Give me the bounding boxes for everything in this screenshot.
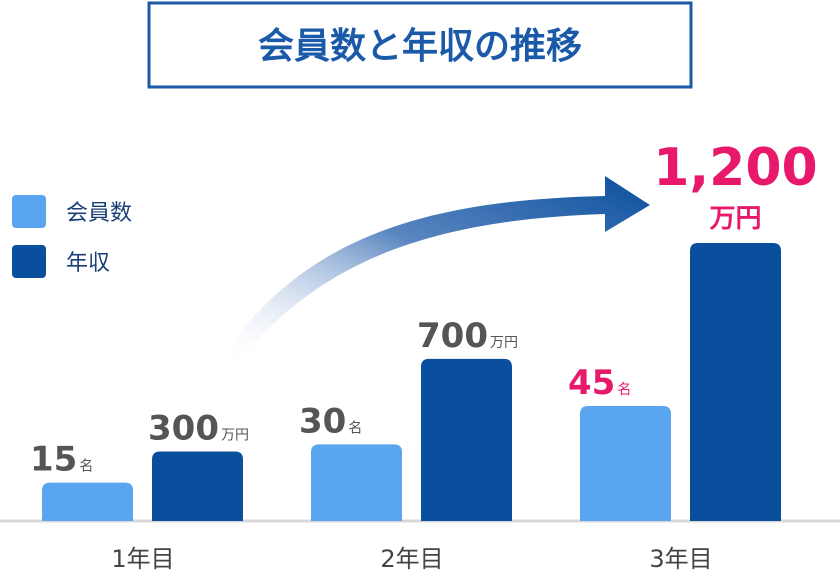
value-unit: 名 xyxy=(348,420,362,436)
value-label: 15 xyxy=(30,440,77,480)
value-unit: 名 xyxy=(617,382,631,398)
value-unit: 万円 xyxy=(709,204,761,234)
legend-swatch xyxy=(12,245,46,278)
legend-label: 年収 xyxy=(66,251,110,276)
title-box xyxy=(147,1,693,89)
value-label: 30 xyxy=(299,401,346,441)
bar xyxy=(580,406,671,521)
bar xyxy=(42,482,133,521)
value-label: 300 xyxy=(148,409,219,449)
value-unit: 万円 xyxy=(221,428,249,444)
legend-swatch xyxy=(12,195,46,228)
trend-arrow xyxy=(220,176,650,365)
x-tick-label: 2年目 xyxy=(380,545,443,573)
chart-title: 会員数と年収の推移 xyxy=(258,26,582,67)
value-unit: 万円 xyxy=(490,335,518,351)
value-label: 45 xyxy=(568,363,615,403)
x-tick-label: 3年目 xyxy=(649,545,712,573)
value-label: 700 xyxy=(417,316,488,356)
bar xyxy=(690,243,781,521)
legend-label: 会員数 xyxy=(66,201,132,226)
bar xyxy=(311,444,402,521)
bar xyxy=(421,358,512,521)
value-label: 1,200 xyxy=(653,138,817,198)
bar xyxy=(152,451,243,521)
x-tick-label: 1年目 xyxy=(111,545,174,573)
value-unit: 名 xyxy=(79,459,93,475)
